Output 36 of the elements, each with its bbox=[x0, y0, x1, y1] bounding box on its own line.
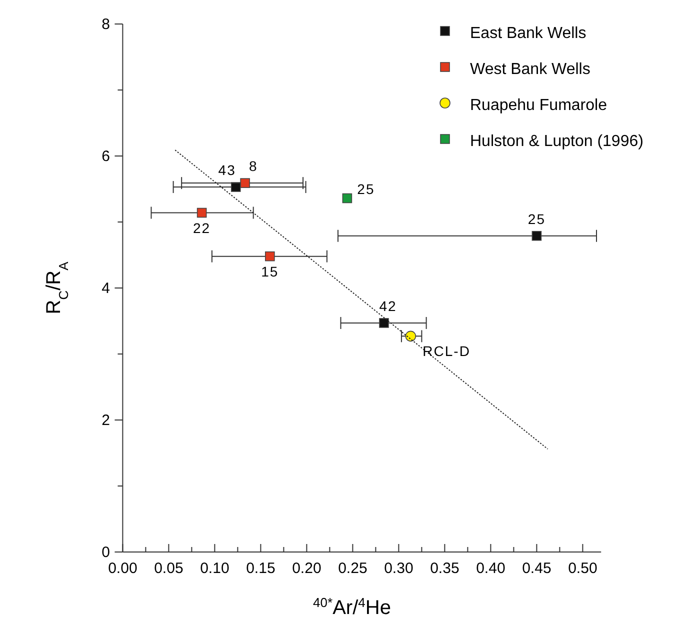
point bbox=[405, 330, 416, 342]
x-tick-label: 0.45 bbox=[522, 560, 552, 577]
point bbox=[342, 193, 352, 204]
x-tick-label: 0.05 bbox=[154, 560, 184, 577]
point bbox=[240, 178, 250, 188]
point bbox=[196, 208, 207, 218]
annotation: 25 bbox=[528, 210, 546, 227]
point bbox=[265, 251, 275, 262]
x-tick-label: 0.30 bbox=[384, 560, 414, 577]
point bbox=[379, 318, 389, 328]
x-axis-title: $^{40*}$Ar/$^{4}$He bbox=[313, 594, 391, 619]
x-tick-label: 0.50 bbox=[568, 560, 598, 577]
legend-label: West Bank Wells bbox=[470, 61, 590, 78]
legend-label: East Bank Wells bbox=[470, 25, 586, 42]
legend-label: Ruapehu Fumarole bbox=[470, 97, 608, 114]
x-tick-label: 0.10 bbox=[200, 560, 230, 577]
y-tick-label: 0 bbox=[102, 544, 110, 561]
x-tick-label: 0.00 bbox=[108, 560, 138, 577]
y-tick-label: 6 bbox=[102, 148, 110, 165]
x-tick-label: 0.25 bbox=[338, 560, 368, 577]
x-tick-label: 0.40 bbox=[476, 560, 506, 577]
annotation: RCL-D bbox=[422, 343, 470, 360]
annotation: 43 bbox=[218, 162, 236, 178]
annotation: 15 bbox=[261, 263, 279, 280]
legend-label: Hulston & Lupton (1996) bbox=[470, 133, 644, 150]
y-tick-label: 4 bbox=[102, 280, 110, 297]
x-tick-label: 0.20 bbox=[292, 560, 322, 577]
annotation: 8 bbox=[249, 158, 258, 174]
annotation: 42 bbox=[379, 298, 397, 314]
y-tick-label: 2 bbox=[102, 412, 110, 429]
x-tick-label: 0.15 bbox=[246, 560, 276, 577]
x-tick-label: 0.35 bbox=[430, 560, 460, 577]
y-tick-label: 8 bbox=[102, 16, 110, 33]
annotation: 25 bbox=[357, 181, 375, 198]
annotation: 22 bbox=[193, 220, 211, 236]
point bbox=[532, 230, 542, 241]
